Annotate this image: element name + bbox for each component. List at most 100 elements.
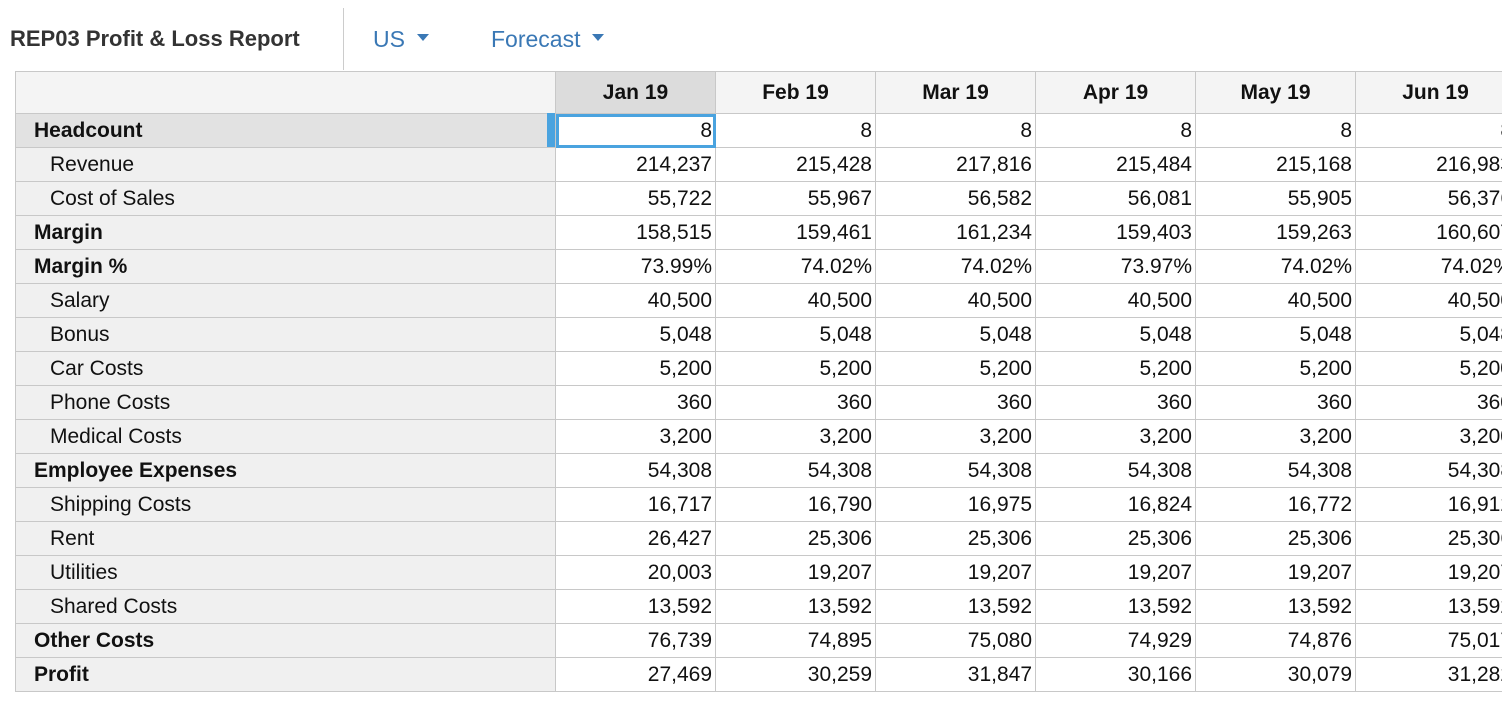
cell: 25,306	[1195, 521, 1356, 556]
cell: 360	[1035, 385, 1196, 420]
cell: 5,200	[555, 351, 716, 386]
cell: 5,200	[1355, 351, 1502, 386]
cell: 54,308	[1035, 453, 1196, 488]
corner-cell	[15, 71, 556, 114]
cell: 74.02%	[1355, 249, 1502, 284]
selection-handle	[547, 113, 555, 147]
cell: 8	[1195, 113, 1356, 148]
row: Salary 40,500 40,500 40,500 40,500 40,500 40,5…	[15, 283, 1502, 318]
cell: 30,079	[1195, 657, 1356, 692]
cell: 13,592	[1195, 589, 1356, 624]
cell: 74,895	[715, 623, 876, 658]
cell: 19,207	[1195, 555, 1356, 590]
cell: 73.99%	[555, 249, 716, 284]
cell: 5,048	[1035, 317, 1196, 352]
cell: 159,403	[1035, 215, 1196, 250]
cell: 25,306	[1355, 521, 1502, 556]
cell: 73.97%	[1035, 249, 1196, 284]
cell: 3,200	[1195, 419, 1356, 454]
cell: 13,592	[555, 589, 716, 624]
column-header: Jan 19	[555, 71, 716, 114]
cell: 26,427	[555, 521, 716, 556]
cell: 5,200	[1195, 351, 1356, 386]
cell: 16,975	[875, 487, 1036, 522]
row: Cost of Sales 55,722 55,967 56,582 56,081 55,…	[15, 181, 1502, 216]
cell: 25,306	[875, 521, 1036, 556]
cell: 5,048	[1195, 317, 1356, 352]
row-label: Phone Costs	[15, 385, 556, 420]
cell: 74,929	[1035, 623, 1196, 658]
cell: 55,967	[715, 181, 876, 216]
cell: 5,048	[1355, 317, 1502, 352]
cell: 5,200	[715, 351, 876, 386]
cell: 40,500	[1035, 283, 1196, 318]
cell: 16,772	[1195, 487, 1356, 522]
column-header: Apr 19	[1035, 71, 1196, 114]
cell: 54,308	[875, 453, 1036, 488]
cell: 215,168	[1195, 147, 1356, 182]
cell: 13,592	[1355, 589, 1502, 624]
column-header: Feb 19	[715, 71, 876, 114]
grid: Jan 19 Feb 19 Mar 19 Apr 19 May 19 Jun 19 Hea…	[15, 71, 1502, 693]
cell: 74.02%	[875, 249, 1036, 284]
cell: 13,592	[715, 589, 876, 624]
row-label: Profit	[15, 657, 556, 692]
cell: 30,259	[715, 657, 876, 692]
row: Shipping Costs 16,717 16,790 16,975 16,824 16…	[15, 487, 1502, 522]
row: Margin % 73.99% 74.02% 74.02% 73.97% 74.02% 74…	[15, 249, 1502, 284]
row-label: Shared Costs	[15, 589, 556, 624]
cell: 5,048	[715, 317, 876, 352]
cell: 5,048	[875, 317, 1036, 352]
cell: 40,500	[715, 283, 876, 318]
cell: 16,790	[715, 487, 876, 522]
cell: 54,308	[715, 453, 876, 488]
cell: 40,500	[1355, 283, 1502, 318]
row-label: Car Costs	[15, 351, 556, 386]
row-label: Headcount	[15, 113, 556, 148]
row-label: Medical Costs	[15, 419, 556, 454]
row: Phone Costs360360360360360360	[15, 385, 1502, 420]
cell: 75,080	[875, 623, 1036, 658]
cell: 20,003	[555, 555, 716, 590]
row-label: Employee Expenses	[15, 453, 556, 488]
cell: 360	[1195, 385, 1356, 420]
cell: 55,905	[1195, 181, 1356, 216]
column-header: May 19	[1195, 71, 1356, 114]
row-label: Utilities	[15, 555, 556, 590]
cell: 8	[1355, 113, 1502, 148]
cell: 16,912	[1355, 487, 1502, 522]
region-dropdown[interactable]: US	[373, 26, 429, 53]
cell: 25,306	[715, 521, 876, 556]
row-label: Revenue	[15, 147, 556, 182]
cell: 76,739	[555, 623, 716, 658]
cell: 360	[875, 385, 1036, 420]
cell: 56,376	[1355, 181, 1502, 216]
row-label: Cost of Sales	[15, 181, 556, 216]
separator	[343, 8, 344, 70]
cell: 54,308	[1195, 453, 1356, 488]
scenario-dropdown[interactable]: Forecast	[491, 26, 605, 53]
cell: 19,207	[715, 555, 876, 590]
cell: 8	[1035, 113, 1196, 148]
cell: 3,200	[715, 419, 876, 454]
cell: 75,017	[1355, 623, 1502, 658]
row: Shared Costs 13,592 13,592 13,592 13,592 13,5…	[15, 589, 1502, 624]
cell: 5,200	[1035, 351, 1196, 386]
row: Profit 27,469 30,259 31,847 30,166 30,079 31,2…	[15, 657, 1502, 692]
row: Medical Costs 3,200 3,200 3,200 3,200 3,200 3,…	[15, 419, 1502, 454]
cell: 40,500	[875, 283, 1036, 318]
row: Employee Expenses 54,308 54,308 54,308 54,30…	[15, 453, 1502, 488]
cell: 5,048	[555, 317, 716, 352]
row-label: Margin	[15, 215, 556, 250]
cell: 3,200	[875, 419, 1036, 454]
cell: 54,308	[555, 453, 716, 488]
cell: 3,200	[1355, 419, 1502, 454]
cell: 31,847	[875, 657, 1036, 692]
cell: 16,717	[555, 487, 716, 522]
row-label: Other Costs	[15, 623, 556, 658]
cell: 159,263	[1195, 215, 1356, 250]
